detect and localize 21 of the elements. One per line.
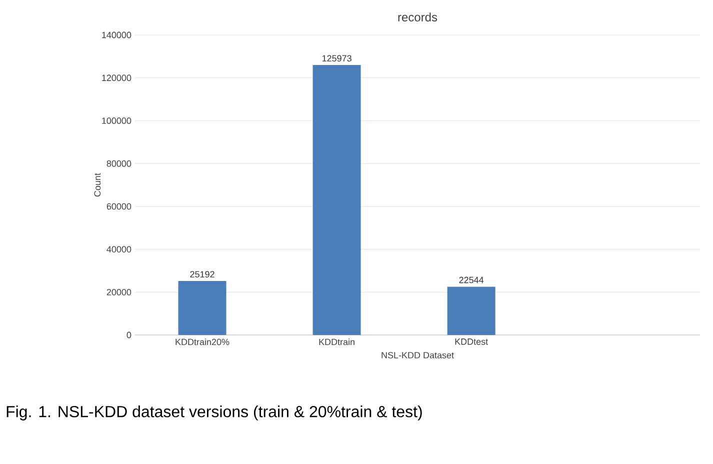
y-tick-label: 120000 (102, 74, 132, 82)
chart-title: records (398, 12, 438, 22)
y-axis-title: Count (94, 173, 101, 197)
x-tick-label: KDDtest (455, 338, 488, 345)
data-label: 125973 (322, 55, 352, 62)
y-tick-label: 100000 (102, 118, 132, 124)
y-tick-label: 20000 (106, 288, 132, 296)
x-tick-label: KDDtrain (319, 338, 354, 346)
x-axis-title: NSL-KDD Dataset (382, 352, 454, 358)
y-tick-label: 0 (126, 332, 132, 338)
y-tick-label: 60000 (106, 203, 132, 210)
bar (312, 65, 361, 335)
x-tick-label: KDDtrain20% (176, 338, 230, 346)
bar (178, 281, 226, 335)
caption: Fig. 1. NSL-KDD dataset versions (train & 20%train & test) (6, 406, 422, 420)
y-tick-label: 40000 (106, 246, 132, 252)
data-label: 22544 (459, 276, 484, 284)
y-tick-label: 80000 (106, 160, 132, 167)
data-label: 25192 (190, 271, 214, 278)
bar (447, 286, 496, 335)
y-tick-label: 140000 (102, 32, 132, 38)
